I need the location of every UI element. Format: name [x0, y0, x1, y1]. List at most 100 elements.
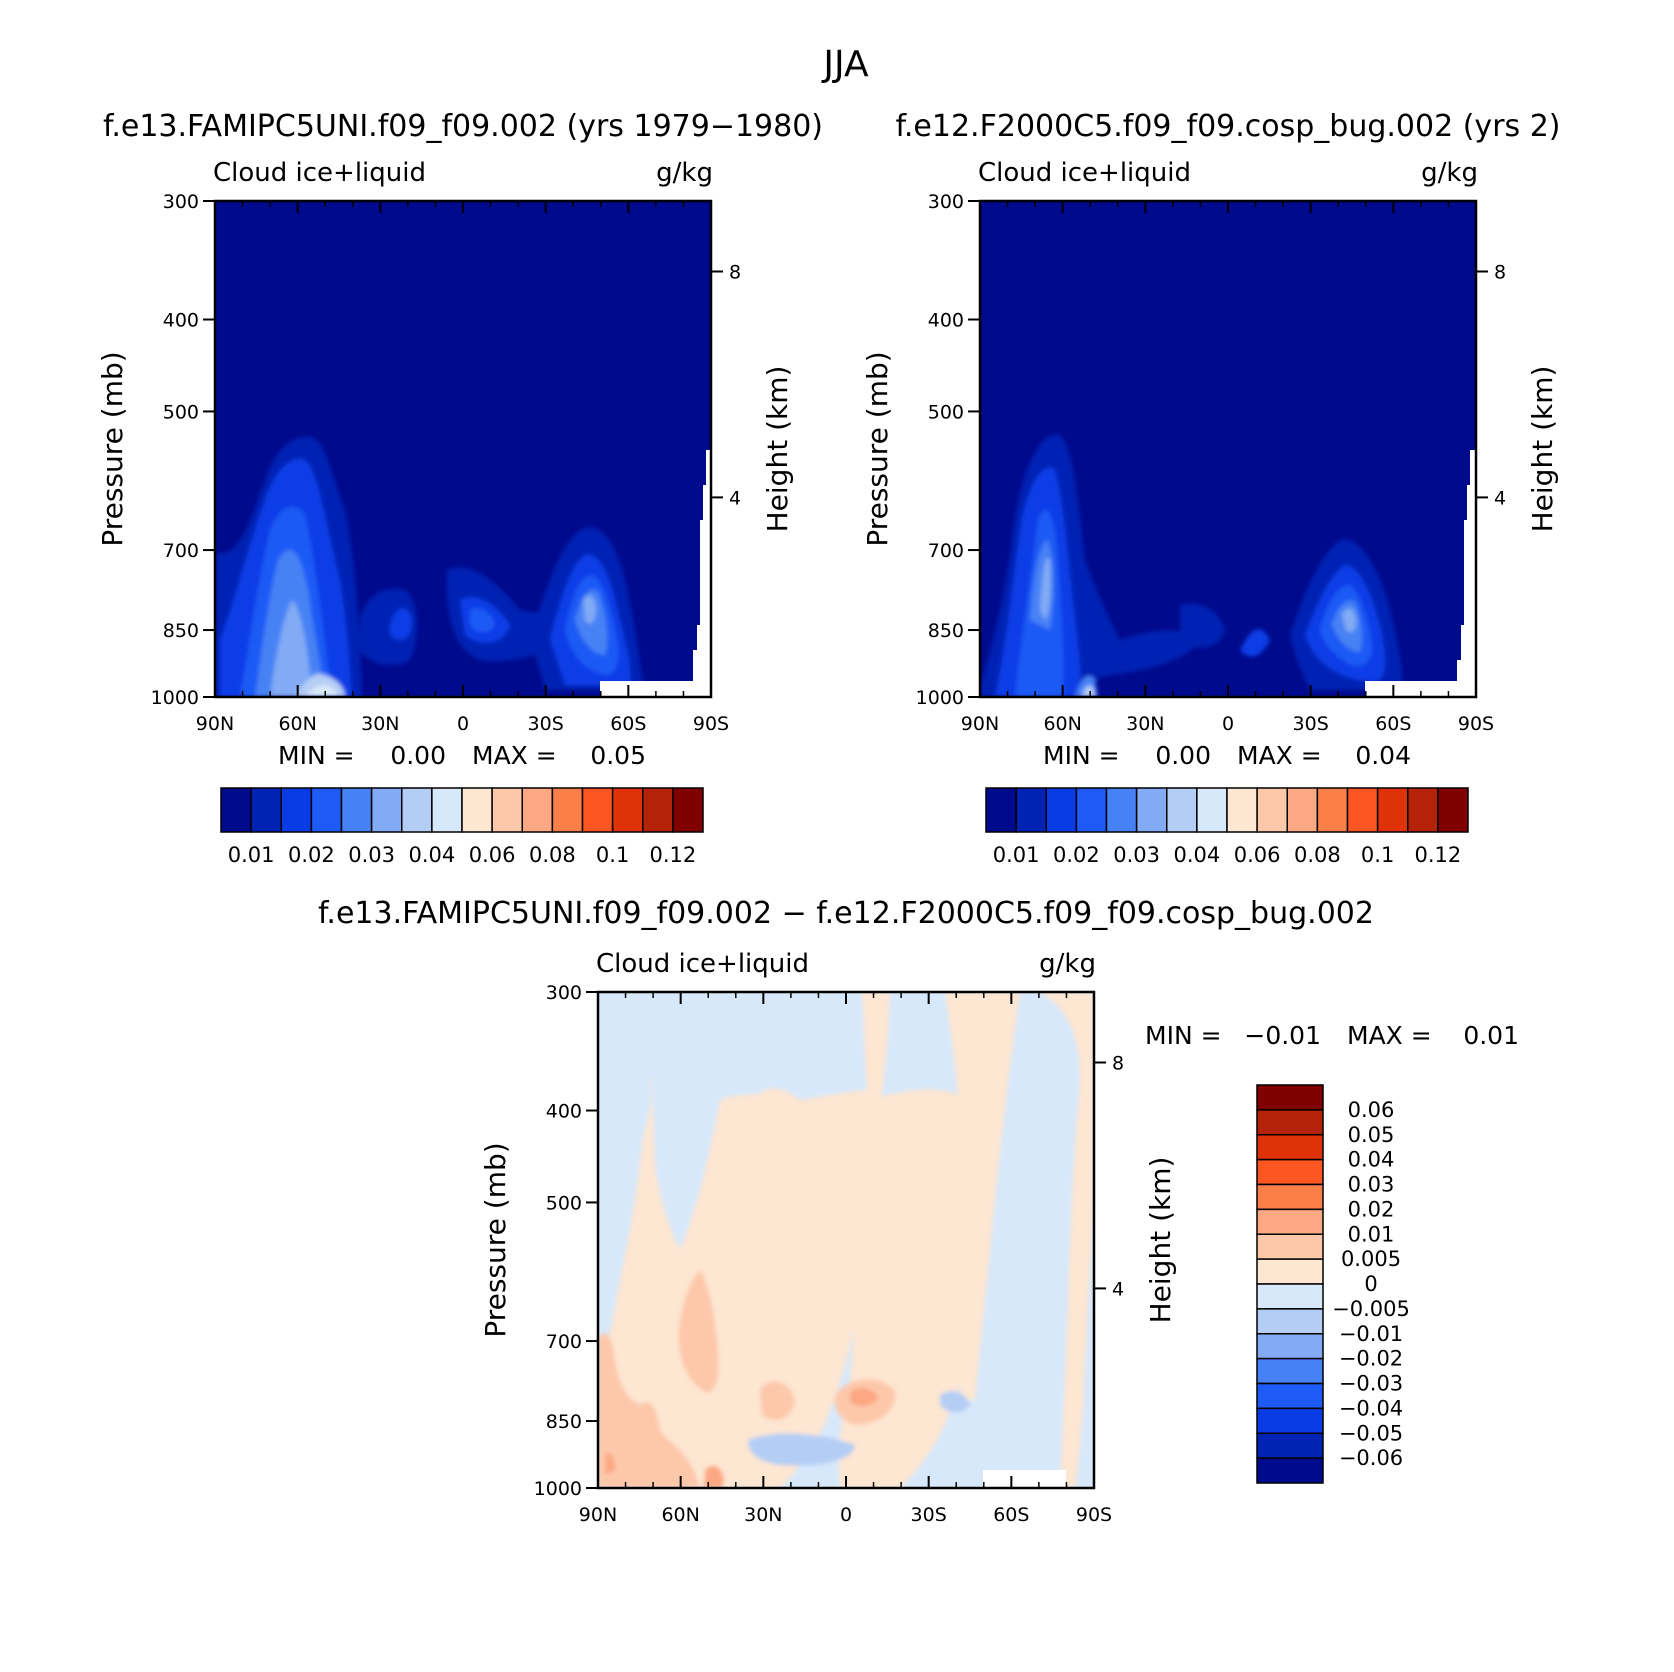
- colorbar-swatch: [1256, 1109, 1324, 1136]
- panel-3-axis-ticks: 90N 60N 30N 0 30S 60S 90S 300 400 500 700 850 1000 8 4: [534, 982, 1124, 1526]
- colorbar-label: −0.05: [1339, 1421, 1403, 1445]
- panel-1-y2-tick-label: 8: [729, 262, 741, 284]
- panel-3-x-tick-label: 0: [840, 1504, 852, 1526]
- panel-3-y-tick-label: 500: [546, 1192, 582, 1214]
- colorbar-label: 0: [1364, 1272, 1377, 1296]
- colorbar-label: 0.04: [1173, 843, 1220, 867]
- panel-1-y-tick-label: 500: [163, 401, 199, 423]
- panel-1-x-tick-label: 30N: [361, 713, 399, 735]
- colorbar-swatch: [431, 787, 463, 833]
- colorbar-swatch: [1286, 787, 1319, 833]
- colorbar-label: 0.1: [1361, 843, 1394, 867]
- colorbar-label: 0.06: [1234, 843, 1281, 867]
- panel-1-stats: MIN = 0.00 MAX = 0.05: [278, 741, 646, 770]
- colorbar-swatch: [521, 787, 554, 833]
- colorbar-swatch: [1256, 1357, 1324, 1385]
- colorbar-label: −0.03: [1339, 1372, 1403, 1396]
- colorbar-label: −0.02: [1339, 1347, 1403, 1371]
- panel-2-axis-ticks: 90N 60N 30N 0 30S 60S 90S 300 400 500 700 850 1000 8 4: [916, 191, 1506, 735]
- panel-2-y-tick-label: 400: [928, 310, 964, 332]
- panel-2-y-tick-label: 850: [928, 620, 964, 642]
- panel-1-y-tick-label: 850: [163, 620, 199, 642]
- colorbar-swatch: [340, 787, 373, 833]
- colorbar-swatch: [1376, 787, 1409, 833]
- panel-1-y-tick-label: 1000: [151, 687, 199, 709]
- panel-2-y-tick-label: 500: [928, 401, 964, 423]
- colorbar-swatch: [1015, 787, 1047, 833]
- colorbar-swatch: [1256, 787, 1288, 833]
- panel-3-units-label: g/kg: [1039, 949, 1096, 979]
- panel-2-variable-label: Cloud ice+liquid: [978, 158, 1191, 188]
- panel-3-x-tick-label: 60N: [661, 1504, 699, 1526]
- panel-2-min-value: 0.00: [1155, 741, 1211, 770]
- panel-1-plot-area: [215, 201, 711, 697]
- colorbar-swatch: [985, 787, 1017, 833]
- panel-1-x-tick-label: 60S: [610, 713, 646, 735]
- panel-3-plot-area: [598, 992, 1094, 1488]
- panel-3-y-tick-label: 700: [546, 1331, 582, 1353]
- panel-3-title: f.e13.FAMIPC5UNI.f09_f09.002 − f.e12.F20…: [318, 896, 1374, 931]
- panel-3-y-tick-label: 1000: [534, 1478, 582, 1500]
- colorbar-label: 0.02: [288, 843, 335, 867]
- panel-3-max-label: MAX =: [1347, 1021, 1432, 1050]
- panel-3-colorbar: 0.060.050.040.030.020.010.0050−0.005−0.0…: [1256, 1084, 1410, 1484]
- panel-1: f.e13.FAMIPC5UNI.f09_f09.002 (yrs 1979−1…: [96, 109, 823, 867]
- colorbar-swatch: [1256, 1158, 1324, 1186]
- colorbar-label: −0.005: [1332, 1297, 1410, 1321]
- colorbar-swatch: [1256, 1134, 1324, 1161]
- colorbar-label: 0.005: [1341, 1247, 1401, 1271]
- colorbar-swatch: [1075, 787, 1108, 833]
- colorbar-swatch: [1256, 1283, 1324, 1310]
- colorbar-swatch: [1437, 787, 1469, 833]
- colorbar-label: 0.02: [1053, 843, 1100, 867]
- panel-2-x-tick-label: 90N: [961, 713, 999, 735]
- panel-1-x-tick-label: 60N: [278, 713, 316, 735]
- panel-3-x-tick-label: 30N: [744, 1504, 782, 1526]
- panel-2-max-value: 0.04: [1355, 741, 1411, 770]
- panel-2-stats: MIN = 0.00 MAX = 0.04: [1043, 741, 1411, 770]
- colorbar-swatch: [1135, 787, 1168, 833]
- panel-1-x-tick-label: 0: [457, 713, 469, 735]
- colorbar-swatch: [1256, 1333, 1324, 1360]
- panel-2-x-tick-label: 60N: [1043, 713, 1081, 735]
- colorbar-swatch: [1256, 1183, 1324, 1211]
- colorbar-label: 0.03: [348, 843, 395, 867]
- colorbar-swatch: [1316, 787, 1349, 833]
- colorbar-swatch: [611, 787, 644, 833]
- panel-1-axis-ticks: 90N 60N 30N 0 30S 60S 90S 300 400 500 700 850 1000 8 4: [151, 191, 741, 735]
- colorbar-label: 0.04: [408, 843, 455, 867]
- colorbar-swatch: [1196, 787, 1228, 833]
- panel-2-y-tick-label: 300: [928, 191, 964, 213]
- panel-2-max-label: MAX =: [1237, 741, 1322, 770]
- panel-1-title: f.e13.FAMIPC5UNI.f09_f09.002 (yrs 1979−1…: [103, 109, 823, 144]
- panel-3-y-tick-label: 300: [546, 982, 582, 1004]
- panel-1-x-tick-label: 90N: [196, 713, 234, 735]
- panel-2-min-label: MIN =: [1043, 741, 1120, 770]
- panel-2-y2-axis-label: Height (km): [1526, 366, 1559, 533]
- panel-1-max-label: MAX =: [472, 741, 557, 770]
- colorbar-swatch: [1166, 787, 1198, 833]
- panel-3-y2-tick-label: 4: [1112, 1278, 1124, 1300]
- colorbar-swatch: [401, 787, 433, 833]
- colorbar-label: −0.04: [1339, 1396, 1403, 1420]
- colorbar-label: 0.01: [228, 843, 275, 867]
- colorbar-swatch: [1226, 787, 1258, 833]
- panel-3-max-value: 0.01: [1463, 1021, 1519, 1050]
- colorbar-label: 0.01: [993, 843, 1040, 867]
- colorbar-swatch: [1256, 1457, 1324, 1484]
- colorbar-label: 0.06: [1348, 1098, 1395, 1122]
- colorbar-swatch: [1407, 787, 1439, 833]
- colorbar-swatch: [280, 787, 313, 833]
- panel-1-x-tick-label: 30S: [528, 713, 564, 735]
- panel-1-y2-axis-label: Height (km): [761, 366, 794, 533]
- colorbar-swatch: [672, 787, 704, 833]
- colorbar-swatch: [1256, 1382, 1324, 1410]
- colorbar-label: 0.12: [649, 843, 696, 867]
- panel-2-y-tick-label: 1000: [916, 687, 964, 709]
- panel-3-y-tick-label: 850: [546, 1411, 582, 1433]
- colorbar-label: 0.08: [1294, 843, 1341, 867]
- colorbar-swatch: [370, 787, 403, 833]
- panel-2-x-tick-label: 0: [1222, 713, 1234, 735]
- colorbar-swatch: [1256, 1258, 1324, 1285]
